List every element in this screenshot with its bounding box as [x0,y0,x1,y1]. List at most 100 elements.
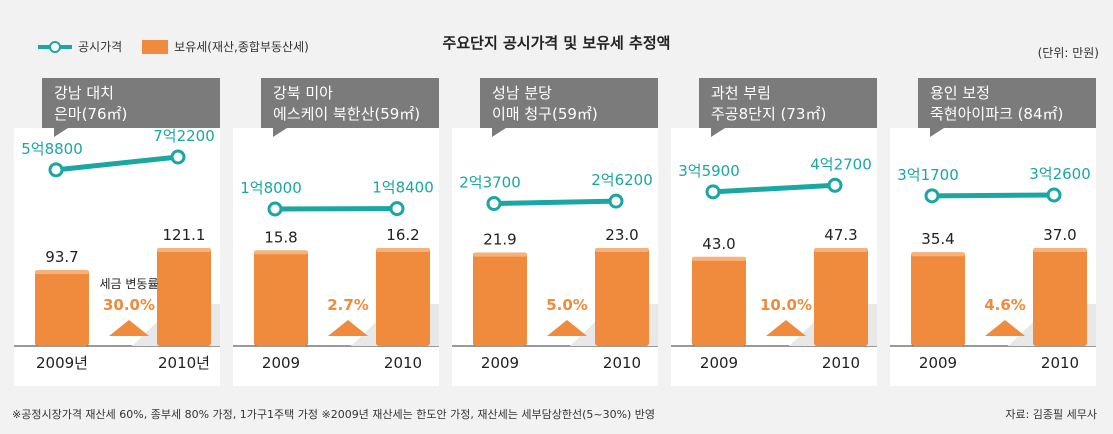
price-line [712,182,836,195]
panel-label-tab [54,128,68,137]
tax-bar [473,252,527,346]
price-label: 3억2600 [1029,165,1091,183]
tax-value-label: 43.0 [702,235,735,253]
tax-bar-highlight [814,248,868,252]
panel-label-line: 이매 청구(59㎡) [492,105,598,123]
price-label: 3억5900 [678,162,740,180]
legend-bar-icon [142,39,169,54]
change-triangle [547,320,587,336]
change-rate-title: 세금 변동률 [99,277,158,291]
tax-bar-highlight [35,270,89,275]
panel-label-box [261,78,439,128]
price-label: 1억8400 [372,179,434,197]
footnote: ※공정시장가격 재산세 60%, 종부세 80% 가정, 1가구1주택 가정 ※… [12,408,656,421]
change-triangle [766,320,806,336]
tax-bar-highlight [157,248,211,252]
price-point [170,149,186,165]
price-line [493,198,617,207]
panel-label-line: 죽현아이파크 (84㎡) [930,105,1063,123]
tax-bar-highlight [692,256,746,261]
tax-bar [35,270,89,346]
price-point [827,177,843,193]
tax-bar [911,252,965,346]
category-label: 2010 [822,354,860,372]
price-point [608,193,624,209]
tax-bar [1033,248,1087,346]
category-label: 2010 [603,354,641,372]
tax-bar [157,248,211,346]
change-triangle [328,320,368,336]
unit-label: (단위: 만원) [1037,46,1099,60]
price-line [931,192,1055,199]
legend-tax-label: 보유세(재산,종합부동산세) [174,40,309,54]
tax-bar-highlight [376,248,430,252]
change-triangle [109,320,149,336]
panel-label-line: 성남 분당 [492,84,552,102]
panel-label-line: 과천 부림 [711,84,771,102]
category-label: 2010 [384,354,422,372]
category-label: 2009 [919,354,957,372]
change-rate-label: 10.0% [760,296,812,314]
panel-label-line: 은마(76㎡) [54,105,127,123]
tax-bar-highlight [1033,248,1087,252]
legend-line-icon [38,40,72,54]
tax-bar-highlight [595,248,649,252]
tax-value-label: 23.0 [605,226,638,244]
category-label: 2010 [1041,354,1079,372]
source-note: 자료: 김종필 세무사 [1005,408,1097,421]
tax-bar-highlight [254,250,308,255]
price-line [55,154,179,173]
category-label: 2009 [700,354,738,372]
category-label: 2010년 [158,354,210,372]
change-rate-label: 4.6% [984,296,1026,314]
category-label: 2009년 [36,354,88,372]
panel-label-line: 에스케이 북한산(59㎡) [273,105,420,123]
price-label: 2억6200 [591,171,653,189]
change-rate-label: 2.7% [327,296,369,314]
panel-label-line: 주공8단지 (73㎡) [711,105,826,123]
panel-label-box [699,78,877,128]
panel-label-line: 강북 미아 [273,84,333,102]
panel-label-line: 강남 대치 [54,84,114,102]
panel-label-tab [930,128,944,137]
price-label: 7억2200 [153,127,215,145]
price-point [1046,187,1062,203]
panel-label-box [480,78,658,128]
category-label: 2009 [262,354,300,372]
panel-label-tab [492,128,506,137]
panel-label-line: 용인 보정 [930,84,990,102]
panel-label-box [42,78,220,128]
panel-label-tab [273,128,287,137]
tax-value-label: 47.3 [824,226,857,244]
price-point [48,162,64,178]
price-label: 2억3700 [459,174,521,192]
page-title: 주요단지 공시가격 및 보유세 추정액 [442,34,671,52]
tax-value-label: 93.7 [45,248,78,266]
tax-value-label: 121.1 [163,226,206,244]
price-point [389,201,405,217]
tax-value-label: 35.4 [921,230,954,248]
price-point [267,201,283,217]
category-label: 2009 [481,354,519,372]
price-label: 3억1700 [897,166,959,184]
panel-label-box [918,78,1096,128]
legend-price-label: 공시가격 [78,40,123,54]
tax-value-label: 21.9 [483,231,516,249]
tax-value-label: 15.8 [264,228,297,246]
change-triangle [985,320,1025,336]
price-point [924,188,940,204]
tax-bar-highlight [911,252,965,257]
tax-bar [814,248,868,346]
change-rate-label: 5.0% [546,296,588,314]
panel-label-tab [711,128,725,137]
change-rate-label: 30.0% [103,296,155,314]
tax-bar [254,250,308,346]
price-point [486,196,502,212]
tax-value-label: 16.2 [386,226,419,244]
tax-bar [376,248,430,346]
price-point [705,184,721,200]
tax-value-label: 37.0 [1043,226,1076,244]
price-label: 4억2700 [810,155,872,173]
tax-bar [595,248,649,346]
price-label: 1억8000 [240,179,302,197]
